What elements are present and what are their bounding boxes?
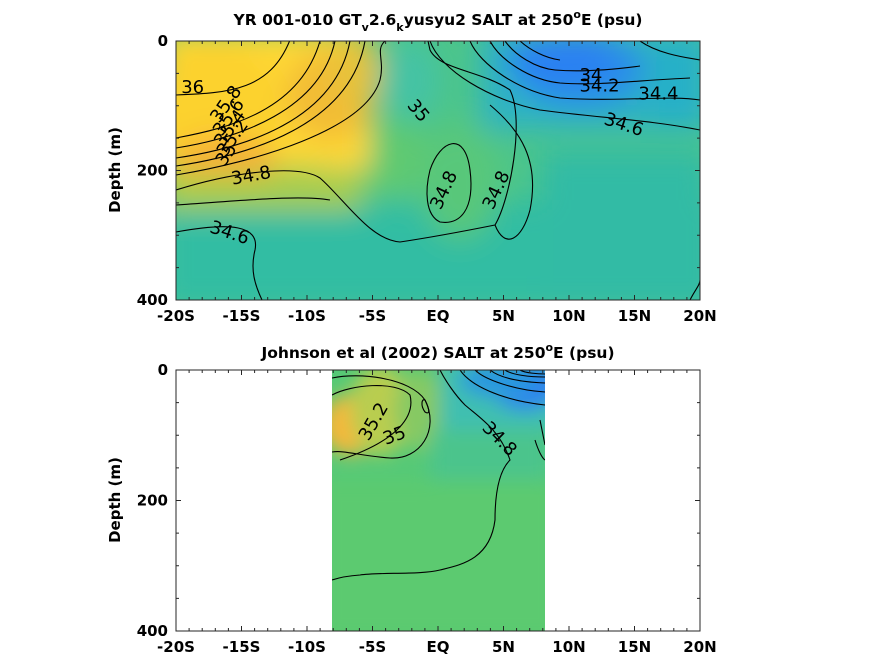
top-x-tick-label: -10S	[288, 307, 326, 325]
bottom-contour-lines	[332, 370, 545, 581]
top-x-tick-label: 20N	[683, 307, 716, 325]
bottom-panel: Johnson et al (2002) SALT at 250oE (psu)	[106, 341, 717, 656]
bottom-y-axis-label: Depth (m)	[106, 457, 124, 543]
top-x-tick-label: -15S	[223, 307, 261, 325]
bottom-x-tick-label: 15N	[618, 638, 651, 656]
top-panel: YR 001-010 GTv2.6kyusyu2 SALT at 250oE (…	[106, 8, 717, 325]
bottom-x-tick-label: EQ	[427, 638, 450, 656]
top-y-tick-label: 0	[158, 32, 168, 50]
top-contour-label: 36	[181, 77, 204, 98]
top-title: YR 001-010 GTv2.6kyusyu2 SALT at 250oE (…	[233, 8, 643, 34]
bottom-y-ticks: 0 200 400	[137, 361, 700, 640]
bottom-x-tick-label: -20S	[157, 638, 195, 656]
top-contour-label: 34.4	[638, 83, 678, 104]
top-y-tick-label: 200	[137, 162, 168, 180]
bottom-x-tick-label: -5S	[359, 638, 386, 656]
top-x-tick-label: 15N	[618, 307, 651, 325]
top-contour-label: 34	[579, 65, 602, 86]
top-x-tick-label: 10N	[552, 307, 585, 325]
bottom-title: Johnson et al (2002) SALT at 250oE (psu)	[260, 341, 614, 362]
top-contour-lines	[176, 41, 700, 300]
top-x-tick-label: -5S	[359, 307, 386, 325]
top-contour-label: 34.2	[579, 76, 619, 97]
bottom-x-tick-label: 5N	[492, 638, 515, 656]
top-x-tick-label: -20S	[157, 307, 195, 325]
bottom-x-ticks: -20S -15S -10S -5S EQ 5N 10N 15N 20N	[157, 370, 717, 656]
top-y-axis-label: Depth (m)	[106, 127, 124, 213]
bottom-x-tick-label: 10N	[552, 638, 585, 656]
top-x-tick-label: 5N	[492, 307, 515, 325]
bottom-y-tick-label: 200	[137, 492, 168, 510]
bottom-y-tick-label: 0	[158, 361, 168, 379]
bottom-x-tick-label: -10S	[288, 638, 326, 656]
bottom-salinity-field: 35.235 34.8	[332, 370, 545, 631]
top-y-tick-label: 400	[137, 291, 168, 309]
bottom-y-tick-label: 400	[137, 622, 168, 640]
top-y-ticks: 0 200 400	[137, 32, 700, 309]
top-x-ticks: -20S -15S -10S -5S EQ 5N 10N 15N 20N	[157, 41, 717, 325]
top-x-tick-label: EQ	[427, 307, 450, 325]
bottom-x-tick-label: 20N	[683, 638, 716, 656]
bottom-x-tick-label: -15S	[223, 638, 261, 656]
